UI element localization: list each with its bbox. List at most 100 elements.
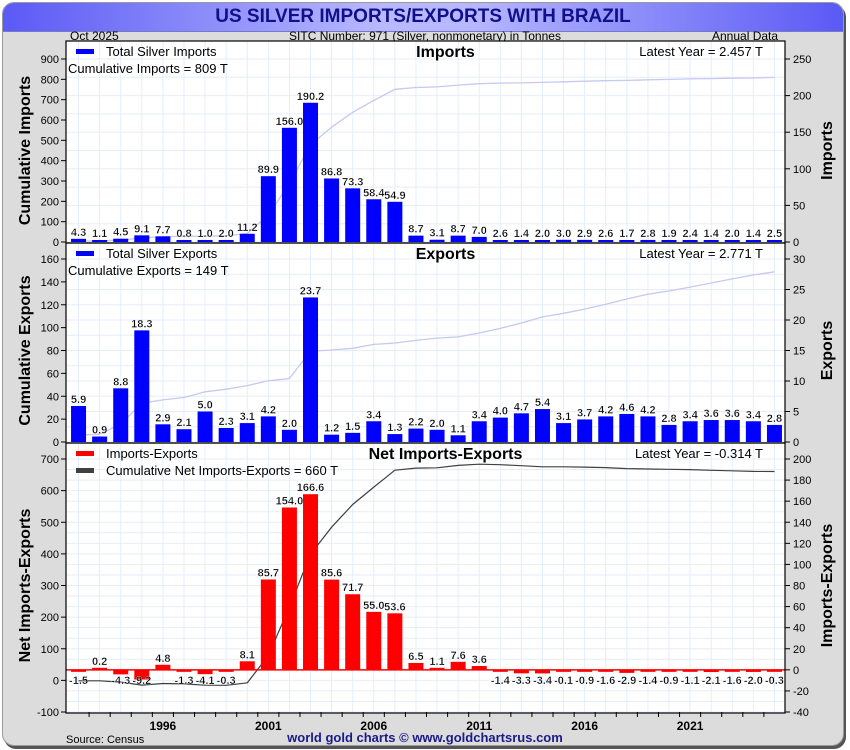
bar-label: 3.4	[472, 409, 488, 421]
y-tick-label-left: 40	[47, 391, 59, 403]
bar-label: 2.0	[535, 228, 550, 240]
y-tick-label-left: 700	[41, 454, 59, 466]
bar-2005	[345, 432, 361, 442]
cumulative-line	[78, 76, 775, 242]
bar-label: 4.7	[514, 401, 529, 413]
x-tick-label: 2021	[677, 719, 704, 733]
bar-2003	[303, 297, 319, 442]
latest-year-label: Latest Year = 2.457 T	[639, 44, 763, 59]
bar-label: 0.9	[92, 425, 107, 437]
bar-2016	[577, 419, 593, 442]
cumulative-total-label: Cumulative Imports = 809 T	[68, 61, 228, 76]
bar-2025	[766, 240, 782, 242]
bar-2008	[408, 428, 424, 442]
bar-2020	[661, 669, 677, 672]
y-tick-label-right: 25	[793, 285, 805, 297]
bar-1993	[92, 667, 108, 670]
bar-label: -3.3	[512, 675, 531, 687]
bar-label: 4.2	[598, 404, 613, 416]
bar-label: 4.6	[619, 402, 634, 414]
bar-1992	[71, 238, 87, 242]
bar-label: 2.6	[493, 228, 508, 240]
y-tick-label-right: 80	[793, 581, 805, 593]
bar-2025	[766, 424, 782, 442]
bar-2004	[324, 579, 340, 670]
bar-1995	[134, 235, 150, 242]
bar-label: 18.3	[131, 318, 152, 330]
bar-label: -1.4	[491, 675, 511, 687]
bar-label: 2.1	[176, 417, 191, 429]
legend-swatch	[76, 49, 94, 54]
bar-2024	[745, 669, 761, 672]
y-tick-label-left: 600	[41, 486, 59, 498]
x-tick-label: 1996	[150, 719, 177, 733]
bar-2005	[345, 188, 361, 242]
bar-2015	[556, 423, 572, 442]
plot-area	[66, 41, 785, 712]
y-tick-label-right: 10	[793, 376, 805, 388]
bar-2023	[724, 240, 740, 242]
latest-year-label: Latest Year = -0.314 T	[635, 446, 763, 461]
bar-label: 3.1	[240, 411, 255, 423]
y-tick-label-right: 200	[793, 91, 811, 103]
bar-2010	[450, 235, 466, 242]
y-tick-label-left: -100	[37, 707, 59, 719]
bar-label: 1.3	[387, 422, 402, 434]
bar-2014	[534, 240, 550, 242]
latest-year-label: Latest Year = 2.771 T	[639, 246, 763, 261]
y-tick-label-left: 0	[53, 675, 59, 687]
bar-2023	[724, 420, 740, 442]
bar-2017	[598, 240, 614, 242]
y-tick-label-left: 300	[41, 581, 59, 593]
bar-2021	[682, 669, 698, 672]
bar-label: 2.8	[640, 228, 655, 240]
bar-1995	[134, 669, 150, 680]
y-tick-label-right: 50	[793, 200, 805, 212]
bar-label: 8.7	[450, 224, 465, 236]
bar-2018	[619, 669, 635, 673]
bar-2023	[724, 669, 740, 672]
bar-label: 1.1	[92, 228, 107, 240]
bar-1997	[176, 429, 192, 442]
y-tick-label-right: -40	[793, 707, 809, 719]
bar-label: 4.2	[640, 404, 655, 416]
x-tick-label: 2006	[360, 719, 387, 733]
y-axis-label-right: Exports	[819, 321, 836, 381]
y-tick-label-right: 5	[793, 407, 799, 419]
bar-2003	[303, 102, 319, 243]
bar-2000	[239, 233, 255, 242]
bar-label: 86.8	[321, 166, 342, 178]
bar-label: 8.7	[408, 224, 423, 236]
y-tick-label-right: 100	[793, 164, 811, 176]
bar-label: 71.7	[342, 582, 363, 594]
bar-2021	[682, 240, 698, 242]
bar-2014	[534, 409, 550, 442]
bar-2019	[640, 239, 656, 242]
bar-label: 166.6	[297, 482, 325, 494]
bar-label: 6.5	[408, 651, 423, 663]
bar-label: 0.8	[176, 228, 191, 240]
bar-label: 54.9	[384, 190, 405, 202]
bar-label: -0.1	[554, 675, 573, 687]
y-axis-label-left: Cumulative Imports	[17, 76, 34, 225]
bar-label: 3.4	[746, 409, 762, 421]
bar-label: -2.9	[617, 675, 636, 687]
bar-2020	[661, 240, 677, 242]
panel-title: Net Imports-Exports	[369, 446, 523, 463]
y-tick-label-left: 300	[41, 176, 59, 188]
y-tick-label-right: 120	[793, 538, 811, 550]
legend-label: Total Silver Imports	[106, 44, 217, 59]
bar-2013	[513, 669, 529, 674]
bar-2010	[450, 435, 466, 442]
panel-border	[65, 442, 786, 714]
bar-2007	[387, 434, 403, 442]
bar-2002	[281, 127, 297, 242]
bar-label: 4.2	[261, 404, 276, 416]
y-tick-label-right: 15	[793, 346, 805, 358]
bar-2013	[513, 413, 529, 442]
bar-label: 4.3	[71, 227, 86, 239]
bar-label: 1.1	[450, 423, 465, 435]
bar-label: 1.4	[514, 228, 530, 240]
y-tick-label-left: 600	[41, 115, 59, 127]
